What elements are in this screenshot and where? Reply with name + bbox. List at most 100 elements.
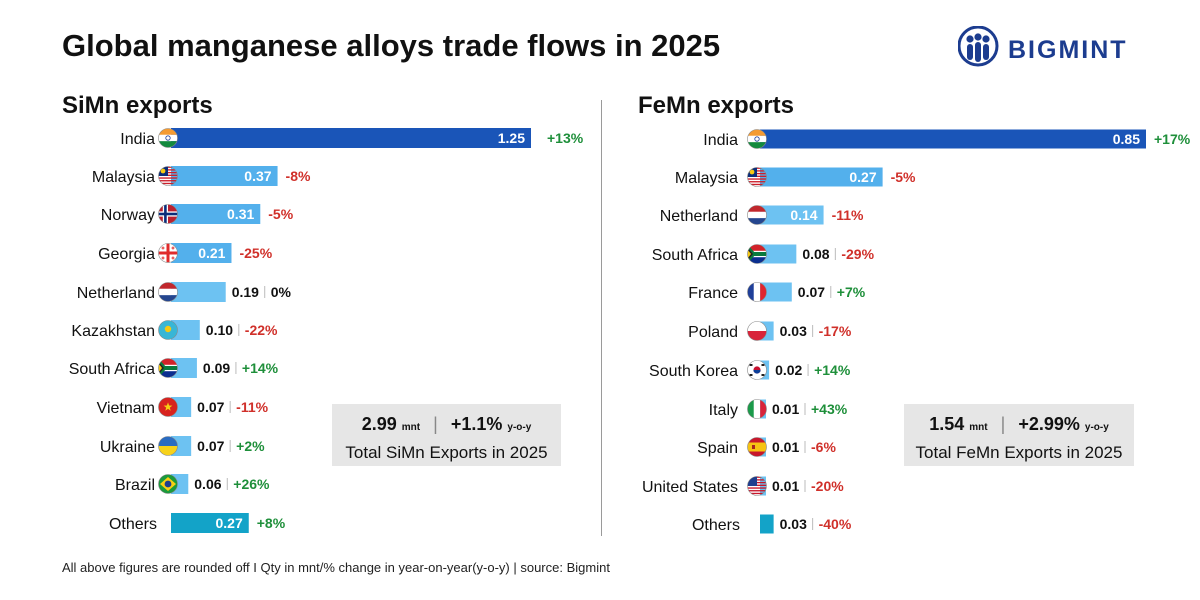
femn-category-label: Malaysia xyxy=(675,170,738,187)
bigmint-people-icon xyxy=(957,25,999,67)
simn-bar xyxy=(171,243,232,263)
ukraine-flag-icon xyxy=(158,436,178,456)
femn-value-label: 0.01 xyxy=(772,478,799,494)
simn-value-label: 0.31 xyxy=(227,206,254,222)
femn-value-label: 0.03 xyxy=(780,323,807,339)
femn-value-label: 0.03 xyxy=(780,516,807,532)
simn-change-label: +14% xyxy=(242,360,279,376)
femn-category-label: Italy xyxy=(709,402,738,419)
brand-logo: BIGMINT xyxy=(957,25,1158,70)
femn-bar xyxy=(760,167,883,187)
malaysia-flag-icon xyxy=(158,166,178,186)
femn-value-label: 0.27 xyxy=(849,169,876,185)
simn-change-label: -25% xyxy=(239,245,272,261)
norway-flag-icon xyxy=(158,204,178,224)
simn-value-label: 0.27 xyxy=(216,515,243,531)
femn-bar xyxy=(760,282,792,302)
simn-category-label: Netherland xyxy=(77,285,155,302)
femn-category-label: South Korea xyxy=(649,363,738,380)
femn-category-label: Others xyxy=(692,517,740,534)
simn-change-label: -11% xyxy=(236,399,268,415)
south-africa-flag-icon xyxy=(747,244,767,264)
femn-bar xyxy=(760,244,797,264)
simn-category-label: Georgia xyxy=(98,246,155,263)
simn-value-label: 0.09 xyxy=(203,360,230,376)
femn-total-value: 1.54 xyxy=(929,414,965,434)
panel-divider xyxy=(601,100,602,536)
simn-panel-title: SiMn exports xyxy=(62,92,213,119)
simn-bar xyxy=(171,513,249,533)
brazil-flag-icon xyxy=(158,474,178,494)
femn-summary-caption: Total FeMn Exports in 2025 xyxy=(915,443,1123,462)
simn-value-label: 1.25 xyxy=(498,130,525,146)
femn-change-label: +17% xyxy=(1154,131,1191,147)
simn-change-label: +8% xyxy=(257,515,286,531)
femn-change-label: +43% xyxy=(811,401,848,417)
vietnam-flag-icon xyxy=(158,397,178,417)
simn-category-label: Brazil xyxy=(115,477,155,494)
femn-category-label: South Africa xyxy=(652,247,738,264)
femn-total-unit: mnt xyxy=(969,422,988,433)
simn-category-label: Kazakhstan xyxy=(71,323,155,340)
simn-value-label: 0.21 xyxy=(198,245,225,261)
simn-change-label: -5% xyxy=(268,206,293,222)
simn-bar xyxy=(171,204,261,224)
india-flag-icon xyxy=(158,128,178,148)
summary-separator: | xyxy=(1000,414,1006,434)
simn-change-label: -8% xyxy=(286,168,311,184)
femn-value-label: 0.08 xyxy=(802,246,829,262)
simn-change-label: -22% xyxy=(245,322,278,338)
netherlands-flag-icon xyxy=(747,205,767,225)
spain-flag-icon xyxy=(747,437,767,457)
femn-change-label: +7% xyxy=(837,284,866,300)
simn-change-label: +2% xyxy=(236,438,265,454)
femn-value-label: 0.14 xyxy=(790,207,817,223)
footer-note: All above figures are rounded off I Qty … xyxy=(62,560,610,575)
south-africa-flag-icon xyxy=(158,358,178,378)
femn-panel-title: FeMn exports xyxy=(638,92,795,119)
simn-value-label: 0.06 xyxy=(194,476,221,492)
femn-change-label: -11% xyxy=(832,207,864,223)
simn-value-label: 0.37 xyxy=(244,168,271,184)
simn-value-label: 0.19 xyxy=(232,284,259,300)
femn-change-unit: y-o-y xyxy=(1084,422,1109,433)
femn-category-label: Netherland xyxy=(660,208,738,225)
simn-total-value: 2.99 xyxy=(361,414,397,434)
simn-bar xyxy=(171,282,226,302)
simn-category-label: Norway xyxy=(101,207,155,224)
georgia-flag-icon xyxy=(158,243,178,263)
simn-bar xyxy=(171,128,531,148)
femn-summary-box: 1.54 mnt | +2.99% y-o-y Total FeMn Expor… xyxy=(904,404,1134,466)
femn-total-change: +2.99% xyxy=(1018,414,1080,434)
simn-bar xyxy=(171,166,278,186)
femn-change-label: -40% xyxy=(819,516,852,532)
simn-total-unit: mnt xyxy=(401,422,421,433)
simn-change-label: 0% xyxy=(271,284,292,300)
page-title: Global manganese alloys trade flows in 2… xyxy=(62,28,721,63)
simn-category-label: Malaysia xyxy=(92,169,155,186)
femn-value-label: 0.02 xyxy=(775,362,802,378)
simn-category-label: Ukraine xyxy=(100,439,155,456)
simn-bar xyxy=(171,358,197,378)
malaysia-flag-icon xyxy=(747,167,767,187)
femn-change-label: -5% xyxy=(891,169,916,185)
femn-category-label: Spain xyxy=(697,440,738,457)
femn-change-label: -6% xyxy=(811,439,836,455)
south-korea-flag-icon xyxy=(747,360,767,380)
femn-bar xyxy=(760,205,824,225)
simn-category-label: Others xyxy=(109,516,157,533)
femn-value-label: 0.01 xyxy=(772,439,799,455)
simn-value-label: 0.07 xyxy=(197,438,224,454)
simn-category-label: Vietnam xyxy=(97,400,155,417)
femn-value-label: 0.07 xyxy=(798,284,825,300)
femn-value-label: 0.85 xyxy=(1113,131,1140,147)
simn-bar xyxy=(171,320,200,340)
femn-change-label: -29% xyxy=(841,246,874,262)
netherlands-flag-icon xyxy=(158,282,178,302)
india-flag-icon xyxy=(747,129,767,149)
femn-change-label: -17% xyxy=(819,323,852,339)
poland-flag-icon xyxy=(747,321,767,341)
simn-change-unit: y-o-y xyxy=(507,422,532,433)
united-states-flag-icon xyxy=(747,476,767,496)
